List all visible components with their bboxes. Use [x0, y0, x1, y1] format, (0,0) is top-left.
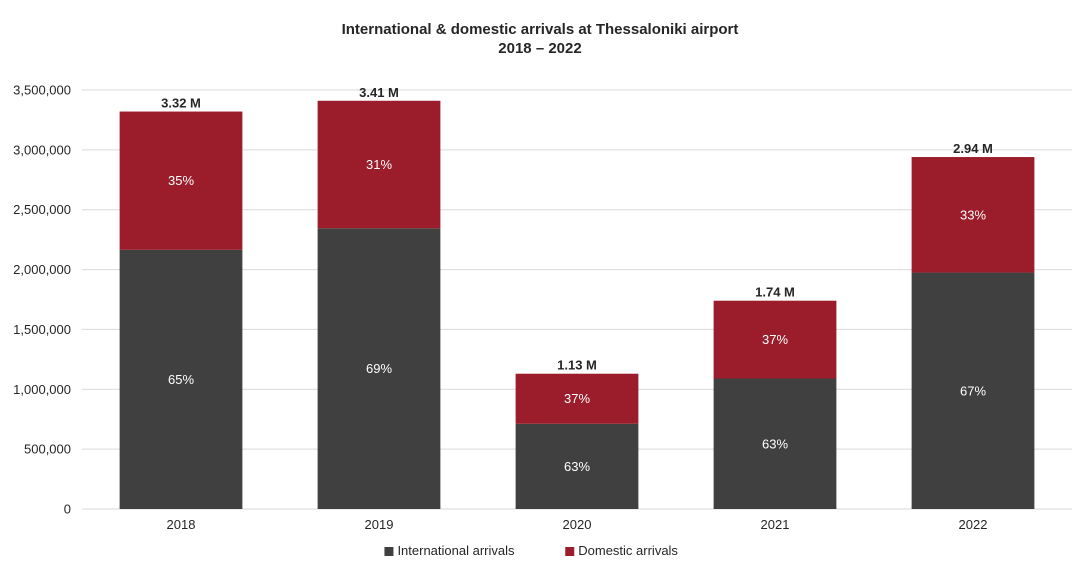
segment-percent-label: 35%	[168, 173, 194, 188]
bar-segment-domestic	[317, 100, 441, 229]
legend-label: International arrivals	[397, 543, 515, 558]
bar-segment-international	[317, 228, 441, 509]
y-tick-label: 3,500,000	[13, 83, 71, 98]
segment-percent-label: 67%	[960, 383, 986, 398]
bar-segment-international	[713, 378, 837, 509]
x-tick-label: 2021	[761, 517, 790, 532]
bar-total-label: 1.74 M	[755, 285, 795, 300]
bars	[119, 100, 1035, 509]
bar-segment-domestic	[911, 157, 1035, 273]
legend-label: Domestic arrivals	[578, 543, 678, 558]
x-tick-label: 2018	[167, 517, 196, 532]
y-axis-ticks: 0 500,000 1,000,000 1,500,000 2,000,000 2,500…	[13, 83, 71, 517]
legend-swatch	[384, 547, 394, 556]
bar-total-label: 3.41 M	[359, 85, 399, 100]
x-tick-label: 2022	[959, 517, 988, 532]
y-tick-label: 1,000,000	[13, 382, 71, 397]
segment-percent-label: 69%	[366, 361, 392, 376]
segment-percent-label: 31%	[366, 157, 392, 172]
data-labels: 65% 35% 3.32 M 69% 31% 3.41 M 63% 37% 1.13 M 63% 3…	[161, 85, 993, 474]
segment-percent-label: 63%	[762, 436, 788, 451]
bar-segment-international	[515, 423, 639, 509]
segment-percent-label: 33%	[960, 207, 986, 222]
legend-swatch	[565, 547, 575, 556]
segment-percent-label: 37%	[564, 391, 590, 406]
x-axis-ticks: 2018 2019 2020 2021 2022	[167, 517, 988, 532]
segment-percent-label: 63%	[564, 459, 590, 474]
bar-total-label: 1.13 M	[557, 358, 597, 373]
y-tick-label: 2,000,000	[13, 262, 71, 277]
segment-percent-label: 37%	[762, 332, 788, 347]
bar-segment-international	[119, 249, 243, 509]
segment-percent-label: 65%	[168, 372, 194, 387]
y-tick-label: 2,500,000	[13, 202, 71, 217]
chart-title: International & domestic arrivals at The…	[342, 21, 739, 38]
bar-segment-domestic	[515, 373, 639, 424]
y-tick-label: 500,000	[24, 442, 71, 457]
bar-segment-international	[911, 272, 1035, 509]
y-tick-label: 1,500,000	[13, 322, 71, 337]
chart-subtitle: 2018 – 2022	[498, 40, 581, 57]
x-tick-label: 2020	[563, 517, 592, 532]
bar-segment-domestic	[119, 111, 243, 250]
bar-total-label: 3.32 M	[161, 96, 201, 111]
legend: International arrivals Domestic arrivals	[384, 543, 678, 558]
bar-segment-domestic	[713, 300, 837, 379]
y-tick-label: 0	[64, 502, 71, 517]
bar-total-label: 2.94 M	[953, 141, 993, 156]
y-tick-label: 3,000,000	[13, 142, 71, 157]
x-tick-label: 2019	[365, 517, 394, 532]
